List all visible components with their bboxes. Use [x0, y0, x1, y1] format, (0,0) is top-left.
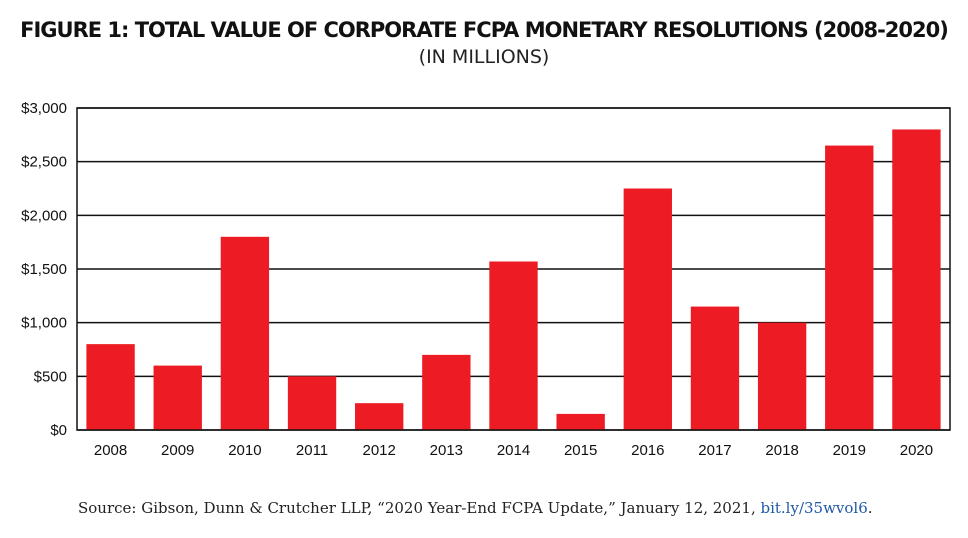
x-tick-label: 2016	[631, 442, 664, 459]
x-tick-label: 2008	[94, 442, 127, 459]
y-axis-ticks: $0 $500 $1,000 $1,500 $2,000 $2,500 $3,000	[21, 100, 67, 439]
x-tick-label: 2009	[161, 442, 194, 459]
x-tick-label: 2018	[765, 442, 798, 459]
bar-2010	[220, 236, 270, 430]
bar-2008	[86, 344, 135, 430]
bar-2012	[355, 403, 404, 430]
y-tick-label: $0	[50, 422, 67, 439]
chart-title: FIGURE 1: TOTAL VALUE OF CORPORATE FCPA …	[20, 18, 949, 42]
bar-2015	[556, 413, 605, 430]
bar-2016	[623, 188, 672, 430]
bar-2017	[690, 306, 740, 430]
bar-2013	[422, 354, 471, 430]
bar-2018	[757, 322, 807, 430]
bar-2020	[892, 129, 941, 430]
y-tick-label: $500	[34, 368, 67, 385]
bar-2019	[825, 145, 874, 431]
source-link[interactable]: bit.ly/35wvol6	[760, 499, 868, 517]
source-text: Source: Gibson, Dunn & Crutcher LLP, “20…	[78, 499, 761, 517]
x-tick-label: 2012	[363, 442, 396, 459]
y-tick-label: $1,000	[21, 315, 67, 332]
source-note: Source: Gibson, Dunn & Crutcher LLP, “20…	[78, 499, 873, 517]
bar-2009	[153, 365, 202, 430]
y-tick-label: $2,500	[21, 154, 67, 171]
x-tick-label: 2013	[430, 442, 463, 459]
x-tick-label: 2014	[497, 442, 530, 459]
x-tick-label: 2015	[564, 442, 597, 459]
x-tick-label: 2010	[228, 442, 261, 459]
plot-frame	[76, 107, 951, 431]
bar-2011	[287, 376, 337, 430]
y-tick-label: $1,500	[21, 261, 67, 278]
bars	[86, 129, 941, 431]
x-tick-label: 2020	[900, 442, 933, 459]
x-tick-label: 2017	[698, 442, 731, 459]
chart-subtitle: (IN MILLIONS)	[418, 46, 550, 68]
y-tick-label: $2,000	[21, 207, 67, 224]
x-tick-label: 2019	[833, 442, 866, 459]
y-tick-label: $3,000	[21, 100, 67, 117]
source-end: .	[867, 499, 873, 517]
bar-2014	[489, 261, 538, 430]
x-axis-ticks: 2008 2009 2010 2011 2012 2013 2014 2015 2016 2017…	[94, 442, 933, 459]
x-tick-label: 2011	[296, 442, 328, 459]
